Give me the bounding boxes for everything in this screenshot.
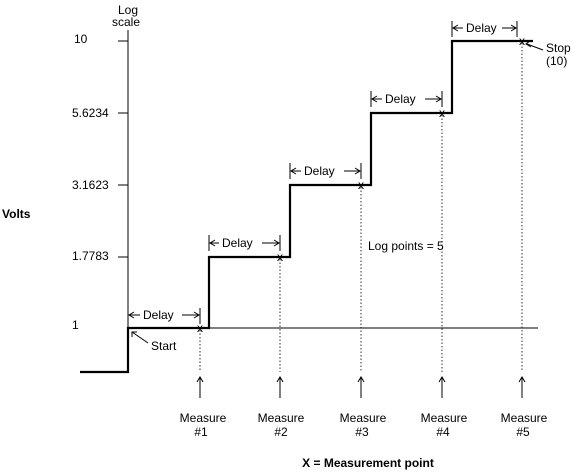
start-pointer <box>131 331 149 344</box>
stop-label-line2: (10) <box>546 54 567 68</box>
tick-label-1-7783: 1.7783 <box>72 249 109 263</box>
delay-label-2: Delay <box>222 236 253 250</box>
marker-5: x <box>519 34 525 48</box>
tick-label-3-1623: 3.1623 <box>72 178 109 192</box>
svg-text:#4: #4 <box>436 425 450 439</box>
tick-marks <box>118 40 128 258</box>
delay-label-1: Delay <box>143 308 174 322</box>
marker-3: x <box>358 178 364 192</box>
delay-bracket-2: Delay <box>208 235 281 251</box>
start-label: Start <box>151 339 177 353</box>
log-label-line2: scale <box>112 15 140 29</box>
start-pointer-head <box>131 331 137 337</box>
svg-text:Measure: Measure <box>340 411 387 425</box>
marker-4: x <box>439 106 445 120</box>
delay-bracket-5: Delay <box>451 21 518 37</box>
y-axis-title: Volts <box>2 207 31 221</box>
svg-text:Measure: Measure <box>258 411 305 425</box>
delay-bracket-4: Delay <box>370 91 443 107</box>
measure-label-5: Measure #5 <box>501 411 548 439</box>
measure-label-4: Measure #4 <box>421 411 468 439</box>
marker-2: x <box>277 250 283 264</box>
measure-label-1: Measure #1 <box>180 411 227 439</box>
log-label-line1: Log <box>118 3 138 17</box>
tick-label-10: 10 <box>74 32 88 46</box>
footer-label: X = Measurement point <box>302 456 434 470</box>
stop-pointer <box>526 43 544 51</box>
staircase-waveform <box>80 39 533 374</box>
delay-bracket-1: Delay <box>127 308 201 324</box>
stop-pointer-head <box>525 40 532 48</box>
log-points-label: Log points = 5 <box>368 239 444 253</box>
measure-arrows <box>196 376 526 398</box>
svg-text:Measure: Measure <box>501 411 548 425</box>
svg-text:Measure: Measure <box>421 411 468 425</box>
svg-text:#1: #1 <box>194 425 208 439</box>
tick-label-5-6234: 5.6234 <box>72 106 109 120</box>
delay-label-3: Delay <box>304 164 335 178</box>
measurement-markers: x x x x x <box>197 34 525 335</box>
measure-label-2: Measure #2 <box>258 411 305 439</box>
stop-label-line1: Stop <box>546 41 571 55</box>
delay-label-4: Delay <box>385 92 416 106</box>
delay-bracket-3: Delay <box>289 163 362 179</box>
marker-1: x <box>197 321 203 335</box>
svg-text:Measure: Measure <box>180 411 227 425</box>
measure-label-3: Measure #3 <box>340 411 387 439</box>
delay-label-5: Delay <box>466 21 497 35</box>
svg-text:#5: #5 <box>516 425 530 439</box>
svg-text:#2: #2 <box>274 425 288 439</box>
measurement-guides <box>199 43 523 372</box>
tick-label-1: 1 <box>72 318 79 332</box>
svg-text:#3: #3 <box>355 425 369 439</box>
